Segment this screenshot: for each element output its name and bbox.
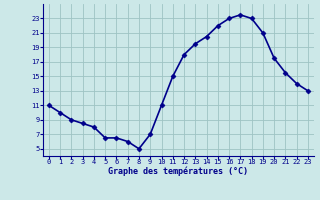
X-axis label: Graphe des températures (°C): Graphe des températures (°C) [108,167,248,176]
